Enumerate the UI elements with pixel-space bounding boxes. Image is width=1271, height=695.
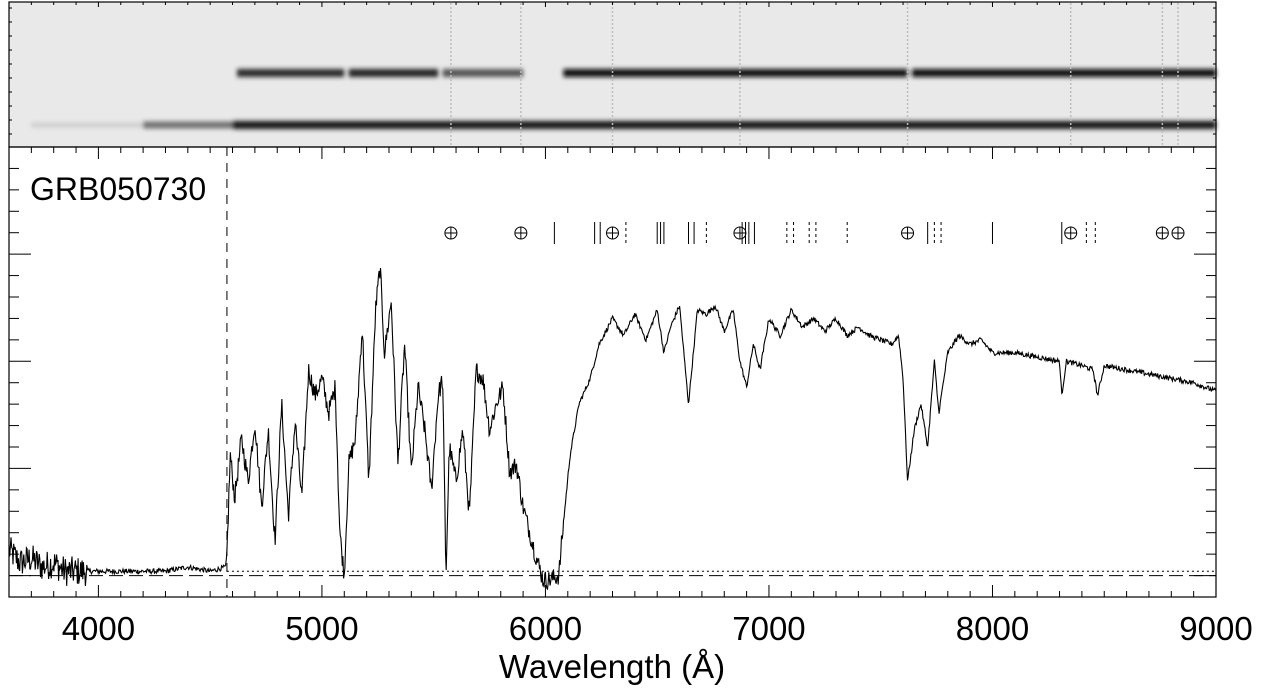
x-axis-tick-labels: 4000 5000 6000 7000 8000 9000 <box>62 610 1253 647</box>
spectrum-1d-panel: GRB050730 <box>8 2 1217 598</box>
x-tick-label: 6000 <box>509 610 582 647</box>
x-tick-label: 4000 <box>62 610 135 647</box>
plot-frame <box>8 146 1217 598</box>
telluric-marker-icon <box>1155 226 1169 240</box>
y-axis-ticks <box>9 7 1216 577</box>
reference-lines <box>9 147 1216 597</box>
telluric-marker-icon <box>514 226 528 240</box>
telluric-marker-icon <box>444 226 458 240</box>
telluric-marker-icon <box>606 226 619 240</box>
spectrum-2d-traces <box>31 69 1216 129</box>
trace-upper-segment <box>236 69 345 77</box>
telluric-marker-icon <box>733 226 747 240</box>
spectrum-series-line <box>8 267 1217 591</box>
spectrum-2d-panel <box>8 1 1217 148</box>
x-tick-label: 9000 <box>1179 610 1252 647</box>
x-axis-title: Wavelength (Å) <box>499 648 725 685</box>
trace-lower-segment <box>232 121 1216 129</box>
telluric-marker-icon <box>901 226 915 240</box>
line-markers <box>444 222 1185 244</box>
x-axis-ticks <box>8 2 1217 597</box>
x-tick-label: 5000 <box>285 610 358 647</box>
x-tick-label: 7000 <box>732 610 805 647</box>
trace-upper-segment <box>912 69 1216 77</box>
object-label: GRB050730 <box>30 171 206 207</box>
telluric-marker-icon <box>1064 226 1078 240</box>
telluric-marker-icon <box>1171 226 1185 240</box>
trace-upper-segment <box>442 69 524 77</box>
trace-lower-segment <box>143 121 233 129</box>
x-tick-label: 8000 <box>956 610 1029 647</box>
trace-lower-segment <box>31 123 144 127</box>
trace-upper-segment <box>563 69 908 77</box>
trace-upper-segment <box>348 69 439 77</box>
